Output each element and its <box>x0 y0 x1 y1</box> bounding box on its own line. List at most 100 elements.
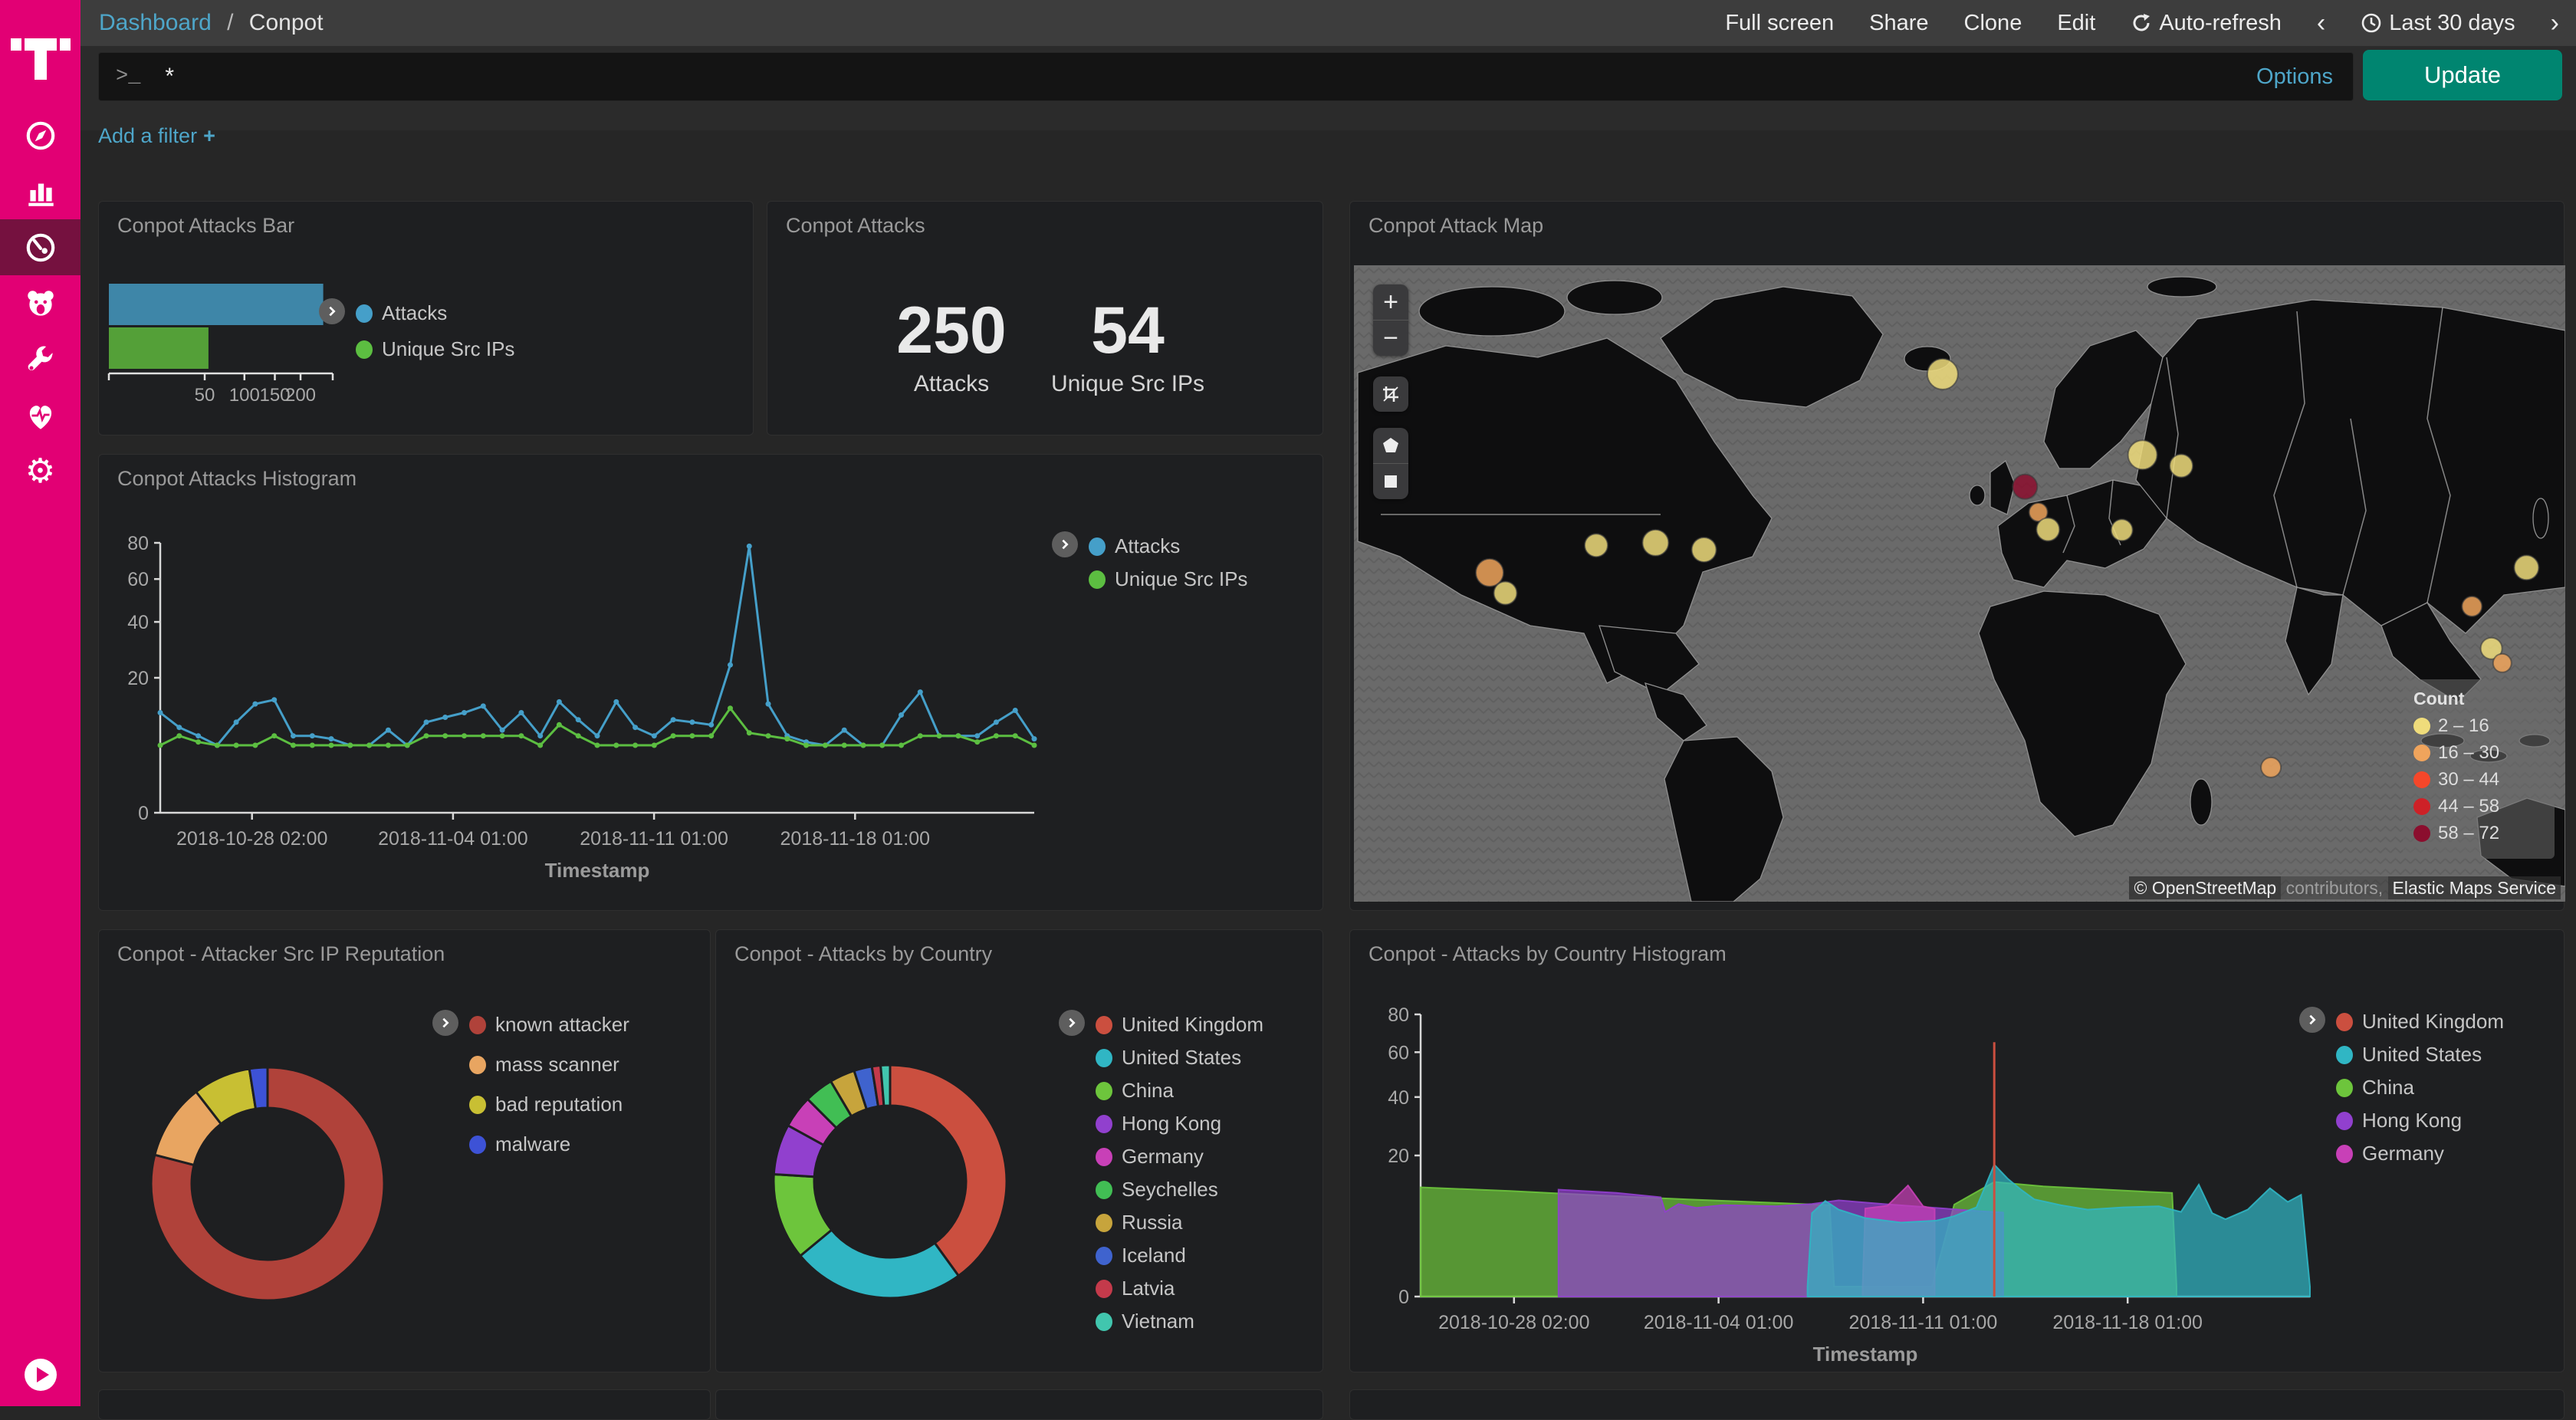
legend-toggle-button[interactable] <box>1052 531 1078 557</box>
svg-text:2018-11-11 01:00: 2018-11-11 01:00 <box>1849 1312 1998 1333</box>
svg-text:Timestamp: Timestamp <box>1813 1343 1918 1366</box>
elastic-maps-link[interactable]: Elastic Maps Service <box>2387 876 2561 899</box>
sidebar-item-discover[interactable] <box>0 107 80 163</box>
sidebar-item-dev-tools[interactable] <box>0 331 80 387</box>
gauge-icon <box>23 230 58 265</box>
query-prompt-icon: >_ <box>116 65 141 88</box>
legend-item[interactable]: China <box>1096 1079 1263 1103</box>
legend-swatch <box>2413 745 2430 761</box>
metric-label: Unique Src IPs <box>1050 371 1205 396</box>
edit-button[interactable]: Edit <box>2057 10 2096 35</box>
legend-toggle-button[interactable] <box>432 1010 458 1036</box>
legend-item-unique-src-ips[interactable]: Unique Src IPs <box>356 337 514 361</box>
map-legend-title: Count <box>2413 689 2465 708</box>
metric-attacks: 250 Attacks <box>859 297 1043 397</box>
search-input[interactable]: >_ * Options <box>98 52 2354 101</box>
clone-button[interactable]: Clone <box>1963 10 2022 35</box>
map-canvas <box>1354 265 2565 902</box>
breadcrumb-current: Conpot <box>248 10 324 35</box>
add-filter-button[interactable]: Add a filter + <box>98 124 215 148</box>
legend-toggle-button[interactable] <box>1059 1010 1085 1036</box>
sidebar-item-dashboard[interactable] <box>0 219 80 275</box>
time-range-button[interactable]: Last 30 days <box>2361 11 2515 36</box>
legend-item[interactable]: Iceland <box>1096 1244 1263 1267</box>
time-forward-button[interactable]: › <box>2550 8 2559 38</box>
bear-icon <box>23 286 58 321</box>
svg-text:2018-10-28 02:00: 2018-10-28 02:00 <box>1438 1312 1589 1333</box>
sidebar-collapse-button[interactable] <box>25 1359 57 1391</box>
legend-item-bad-reputation[interactable]: bad reputation <box>469 1093 629 1116</box>
time-back-button[interactable]: ‹ <box>2316 8 2326 38</box>
panel-stub <box>1349 1389 2564 1420</box>
legend-item[interactable]: Hong Kong <box>1096 1112 1263 1136</box>
refresh-icon <box>2131 12 2152 34</box>
legend-item-attacks[interactable]: Attacks <box>356 301 514 325</box>
sidebar-item-management[interactable]: ⚙ <box>0 443 80 499</box>
legend-item[interactable]: Seychelles <box>1096 1178 1263 1201</box>
legend-swatch <box>1096 1312 1112 1331</box>
panel-attacks-metric: Conpot Attacks 250 Attacks 54 Unique Src… <box>767 201 1323 436</box>
svg-text:50: 50 <box>195 385 215 406</box>
map-zoom-controls: + − <box>1373 284 1408 356</box>
logo-stem <box>34 38 47 80</box>
legend-item[interactable]: Germany <box>2336 1142 2504 1165</box>
legend-item-attacks[interactable]: Attacks <box>1089 534 1247 558</box>
wrench-icon <box>23 342 58 377</box>
legend-toggle-button[interactable] <box>319 298 345 324</box>
app-sidebar: ⚙ <box>0 0 80 1406</box>
legend-item-unique-src-ips[interactable]: Unique Src IPs <box>1089 567 1247 591</box>
clock-icon <box>2361 12 2382 34</box>
svg-text:0: 0 <box>1398 1287 1409 1308</box>
legend-item[interactable]: Hong Kong <box>2336 1109 2504 1132</box>
draw-polygon-button[interactable] <box>1373 428 1408 463</box>
auto-refresh-label: Auto-refresh <box>2159 10 2282 35</box>
sidebar-item-visualize[interactable] <box>0 163 80 219</box>
play-icon <box>36 1367 49 1382</box>
legend-swatch <box>1096 1180 1112 1199</box>
legend-swatch <box>2336 1045 2353 1064</box>
panel-title: Conpot Attacks <box>786 214 925 237</box>
logo-dot-right <box>60 38 71 51</box>
panel-attack-map: Conpot Attack Map <box>1349 201 2565 911</box>
world-map[interactable]: + − Count 2 – 16 16 – 30 30 – 44 44 – 58… <box>1354 265 2565 902</box>
legend-item[interactable]: Russia <box>1096 1211 1263 1234</box>
legend-item[interactable]: United Kingdom <box>2336 1010 2504 1034</box>
bar-chart-legend: Attacks Unique Src IPs <box>319 298 514 361</box>
country-histogram-legend: United Kingdom United States China Hong Kon… <box>2299 1007 2504 1165</box>
update-button[interactable]: Update <box>2363 50 2562 100</box>
telekom-logo[interactable] <box>11 11 71 80</box>
zoom-in-button[interactable]: + <box>1383 287 1398 317</box>
legend-item[interactable]: China <box>2336 1076 2504 1100</box>
legend-item[interactable]: United Kingdom <box>1096 1013 1263 1037</box>
zoom-out-button[interactable]: − <box>1373 320 1408 356</box>
legend-item-known-attacker[interactable]: known attacker <box>469 1013 629 1037</box>
legend-item[interactable]: United States <box>2336 1043 2504 1067</box>
share-button[interactable]: Share <box>1869 10 1929 35</box>
panel-title: Conpot - Attacker Src IP Reputation <box>117 942 445 965</box>
openstreetmap-link[interactable]: OpenStreetMap <box>2151 878 2277 898</box>
legend-toggle-button[interactable] <box>2299 1007 2325 1033</box>
query-bar-row: >_ * Options Update <box>80 46 2576 130</box>
legend-item[interactable]: Latvia <box>1096 1277 1263 1300</box>
query-options-link[interactable]: Options <box>2256 64 2333 89</box>
fit-bounds-button[interactable] <box>1373 376 1408 412</box>
legend-swatch <box>1096 1114 1112 1133</box>
sidebar-item-monitoring[interactable] <box>0 387 80 443</box>
panel-attacks-by-country: Conpot - Attacks by Country United Kingd… <box>715 929 1323 1372</box>
legend-item[interactable]: United States <box>1096 1046 1263 1070</box>
area-chart: 0 20 40 60 80 2018-10-28 02:00 2018-11-04 01:0… <box>1388 1004 2311 1366</box>
add-filter-label: Add a filter <box>98 124 198 147</box>
draw-rectangle-button[interactable] <box>1373 463 1408 499</box>
fullscreen-button[interactable]: Full screen <box>1725 10 1835 35</box>
metric-value: 54 <box>1091 294 1165 367</box>
legend-item[interactable]: Germany <box>1096 1145 1263 1169</box>
legend-item[interactable]: Vietnam <box>1096 1310 1263 1333</box>
legend-item-malware[interactable]: malware <box>469 1132 629 1156</box>
breadcrumb-dashboard-link[interactable]: Dashboard <box>99 10 212 35</box>
auto-refresh-button[interactable]: Auto-refresh <box>2131 11 2282 36</box>
legend-swatch <box>1096 1246 1112 1265</box>
sidebar-item-apm[interactable] <box>0 275 80 331</box>
query-value: * <box>165 64 175 89</box>
country-legend: United Kingdom United States China Hong Kon… <box>1059 1010 1263 1333</box>
legend-item-mass-scanner[interactable]: mass scanner <box>469 1053 629 1077</box>
